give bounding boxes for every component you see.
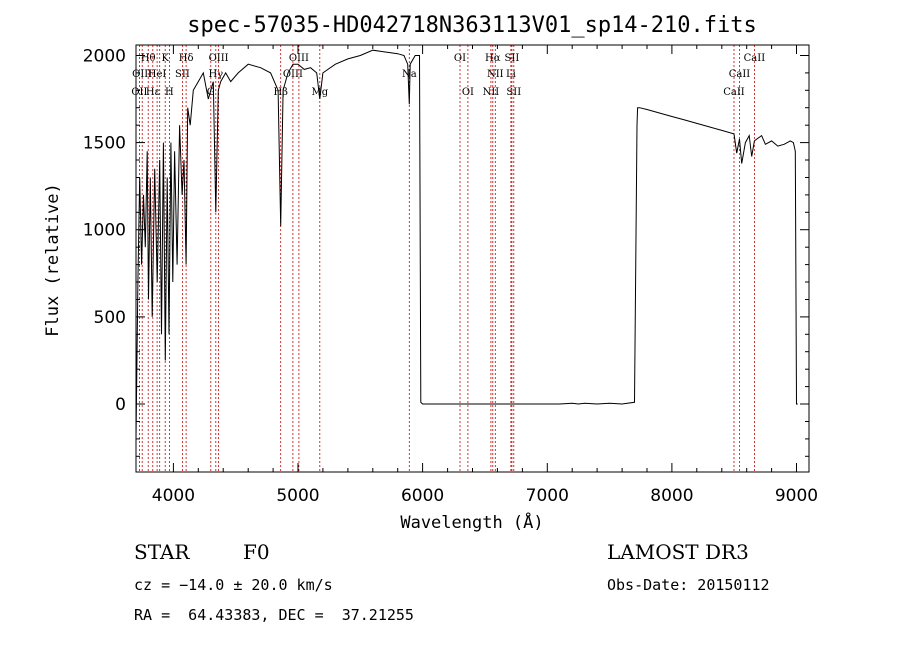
coordinates: RA = 64.43383, DEC = 37.21255 [134, 606, 414, 624]
y-tick-label: 1500 [83, 134, 126, 154]
x-tick-label: 6000 [401, 486, 444, 506]
line-label: Hγ [208, 69, 223, 80]
chart-title: spec-57035-HD042718N363113V01_sp14-210.f… [187, 13, 757, 38]
redshift-value: cz = −14.0 ± 20.0 km/s [134, 576, 333, 594]
y-tick-label: 0 [115, 395, 126, 415]
x-axis-label: Wavelength (Å) [400, 511, 543, 533]
line-label: K [161, 53, 169, 64]
line-label: OIII [209, 53, 229, 64]
x-tick-label: 7000 [526, 486, 569, 506]
line-label: Na [402, 69, 417, 80]
spectral-class: F0 [243, 540, 270, 564]
line-label: CaII [729, 69, 751, 80]
spectrum-line [135, 49, 798, 439]
x-axis: 4000 5000 6000 7000 8000 9000 [152, 45, 818, 506]
line-label: SII [506, 87, 521, 98]
line-label: OIII [283, 69, 303, 80]
line-label: H [165, 87, 174, 98]
survey-name: LAMOST DR3 [607, 540, 749, 564]
line-label: Hδ [179, 53, 194, 64]
line-label: SII [175, 69, 190, 80]
object-type: STAR [134, 540, 190, 564]
line-label: OIII [132, 69, 152, 80]
line-label: Hα [485, 53, 501, 64]
line-label: CaII [744, 53, 766, 64]
line-label: OII [131, 87, 147, 98]
line-label: NII [483, 87, 500, 98]
line-label: Hβ [273, 87, 288, 98]
y-axis: 0 500 1000 1500 2000 [83, 47, 809, 457]
y-tick-label: 2000 [83, 47, 126, 67]
line-label: NII [487, 69, 504, 80]
line-label: G [207, 87, 215, 98]
line-label: Hε [146, 87, 160, 98]
line-label: Li [506, 69, 516, 80]
line-label: CaII [723, 87, 745, 98]
plot-frame [135, 44, 810, 473]
y-tick-label: 1000 [83, 221, 126, 241]
line-label: OI [462, 87, 474, 98]
line-label: HeI [148, 69, 167, 80]
emission-line-markers [138, 45, 755, 472]
observation-date: Obs-Date: 20150112 [607, 576, 770, 594]
line-label: Hθ [141, 53, 156, 64]
y-tick-label: 500 [94, 308, 126, 328]
x-tick-label: 9000 [775, 486, 818, 506]
line-label: OI [454, 53, 466, 64]
line-label: SII [505, 53, 520, 64]
x-tick-label: 5000 [276, 486, 319, 506]
x-tick-label: 8000 [650, 486, 693, 506]
line-label: OIII [289, 53, 309, 64]
y-axis-label: Flux (relative) [43, 183, 63, 337]
x-tick-label: 4000 [152, 486, 195, 506]
